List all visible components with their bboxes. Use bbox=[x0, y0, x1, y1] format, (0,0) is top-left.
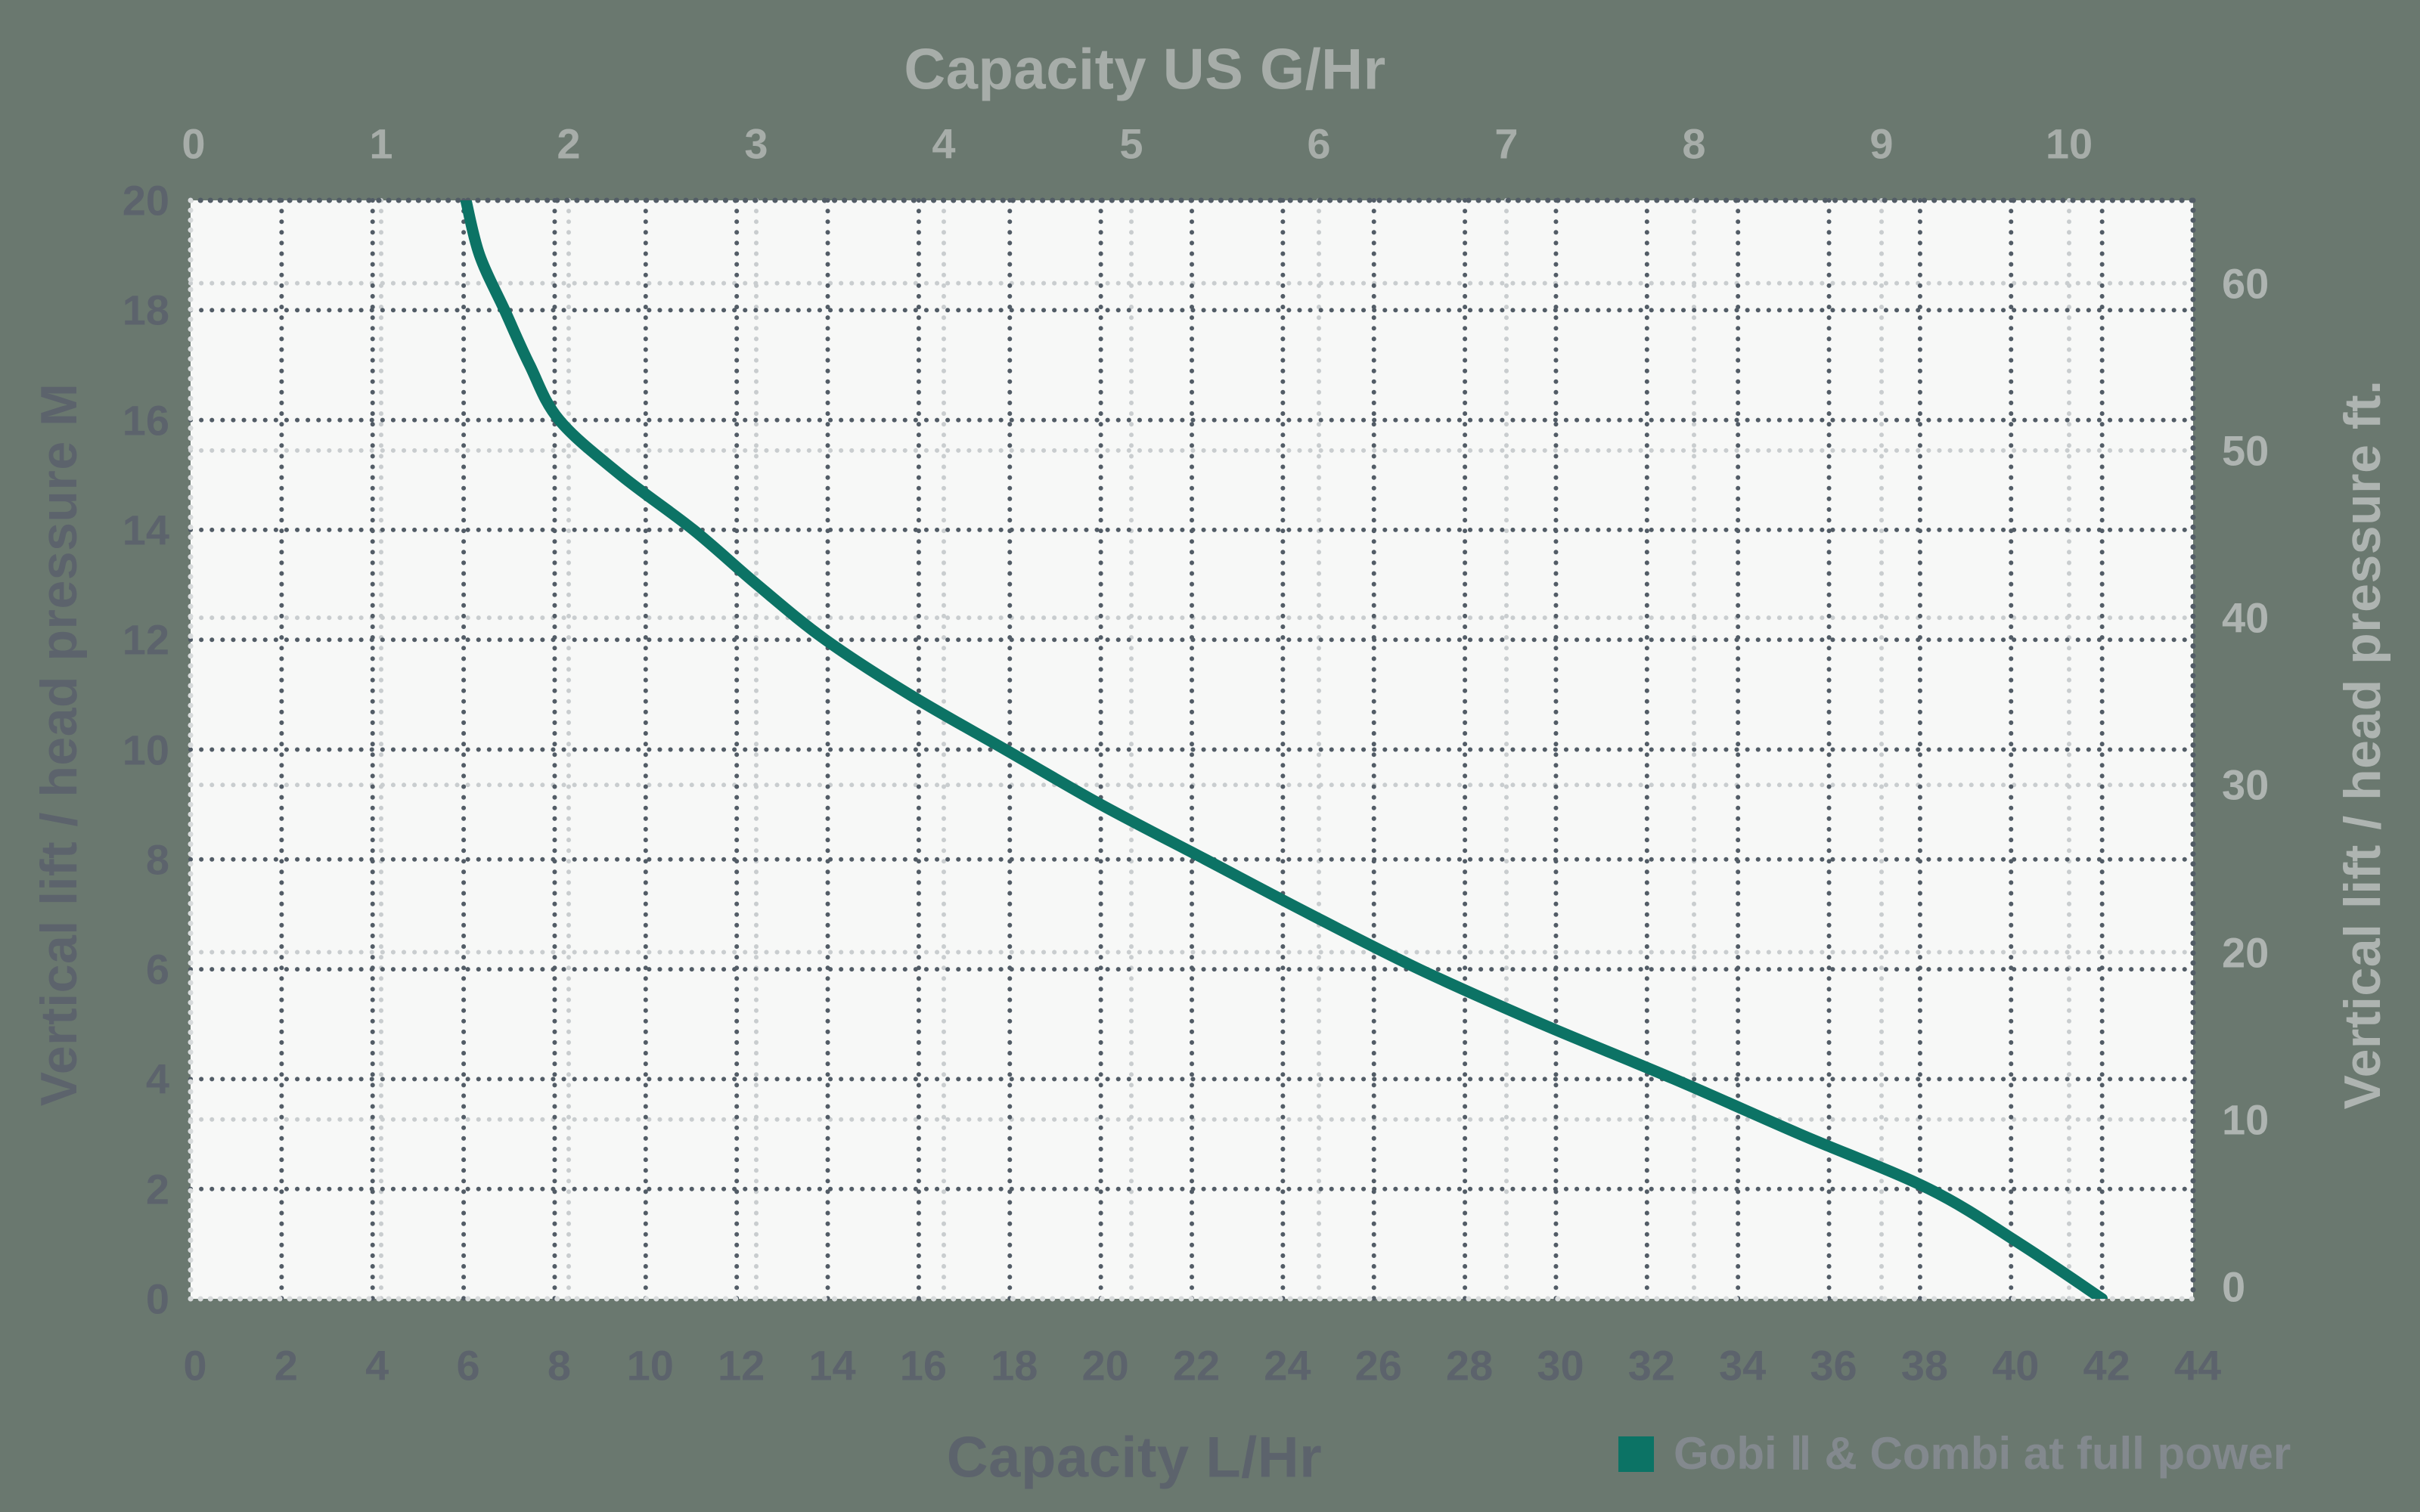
left-axis-tick: 14 bbox=[122, 506, 169, 554]
bottom-axis-tick: 28 bbox=[1445, 1341, 1494, 1390]
left-axis-tick: 12 bbox=[122, 615, 169, 664]
legend: Gobi Ⅱ & Combi at full power bbox=[1618, 1427, 2291, 1480]
bottom-axis-tick: 42 bbox=[2083, 1341, 2130, 1390]
top-axis-tick: 5 bbox=[1119, 119, 1143, 168]
right-axis-tick: 40 bbox=[2222, 593, 2270, 642]
bottom-axis-tick: 8 bbox=[547, 1341, 572, 1390]
legend-swatch bbox=[1618, 1436, 1654, 1472]
bottom-axis-tick: 0 bbox=[183, 1341, 207, 1390]
left-axis-tick: 4 bbox=[145, 1055, 169, 1103]
bottom-axis-tick: 20 bbox=[1081, 1341, 1129, 1390]
top-axis-tick: 10 bbox=[2045, 119, 2093, 168]
top-axis-tick: 7 bbox=[1494, 119, 1519, 168]
top-axis-title: Capacity US G/Hr bbox=[904, 37, 1386, 102]
legend-label: Gobi Ⅱ & Combi at full power bbox=[1674, 1428, 2291, 1479]
left-axis-tick: 20 bbox=[122, 176, 169, 225]
bottom-axis-tick: 36 bbox=[1810, 1341, 1857, 1390]
bottom-axis-tick: 40 bbox=[1992, 1341, 2040, 1390]
bottom-axis-tick: 10 bbox=[626, 1341, 674, 1390]
bottom-axis-tick: 32 bbox=[1627, 1341, 1675, 1390]
bottom-axis-tick: 24 bbox=[1264, 1341, 1311, 1390]
bottom-axis-tick: 4 bbox=[365, 1341, 389, 1390]
bottom-axis-tick: 44 bbox=[2173, 1341, 2222, 1390]
top-axis-tick: 6 bbox=[1307, 119, 1331, 168]
left-axis-tick: 0 bbox=[145, 1275, 169, 1323]
top-axis-tick: 2 bbox=[557, 119, 581, 168]
right-axis-title: Vertical lift / head pressure ft. bbox=[2334, 380, 2391, 1110]
bottom-axis-title: Capacity L/Hr bbox=[946, 1425, 1323, 1490]
right-axis-tick: 20 bbox=[2222, 928, 2270, 977]
left-axis-tick: 2 bbox=[145, 1165, 169, 1213]
bottom-axis-tick: 14 bbox=[808, 1341, 856, 1390]
top-axis-tick: 4 bbox=[932, 119, 956, 168]
top-axis-tick: 3 bbox=[744, 119, 768, 168]
top-axis-tick: 0 bbox=[182, 119, 206, 168]
left-axis-tick: 18 bbox=[122, 286, 169, 334]
right-axis-tick: 50 bbox=[2222, 426, 2270, 475]
left-axis-tick: 6 bbox=[145, 945, 169, 993]
top-axis-tick: 8 bbox=[1682, 119, 1706, 168]
left-axis-tick: 10 bbox=[122, 726, 169, 773]
right-axis-tick: 60 bbox=[2222, 259, 2270, 308]
bottom-axis-tick: 34 bbox=[1719, 1341, 1767, 1390]
bottom-axis-tick: 26 bbox=[1354, 1341, 1402, 1390]
bottom-axis-tick: 16 bbox=[899, 1341, 948, 1390]
bottom-axis-tick: 18 bbox=[991, 1341, 1038, 1390]
right-axis-tick: 30 bbox=[2222, 761, 2270, 809]
right-axis-tick: 0 bbox=[2222, 1263, 2246, 1311]
left-axis-tick: 8 bbox=[145, 835, 169, 884]
bottom-axis-tick: 6 bbox=[456, 1341, 480, 1390]
bottom-axis-tick: 38 bbox=[1900, 1341, 1949, 1390]
left-axis-tick: 16 bbox=[122, 396, 169, 445]
bottom-axis-tick: 30 bbox=[1537, 1341, 1584, 1390]
bottom-axis-tick: 12 bbox=[718, 1341, 765, 1390]
bottom-axis-tick: 2 bbox=[274, 1341, 298, 1390]
performance-curve bbox=[460, 200, 2108, 1299]
top-axis-tick: 9 bbox=[1869, 119, 1894, 168]
right-axis-tick: 10 bbox=[2222, 1095, 2270, 1144]
top-axis-tick: 1 bbox=[369, 119, 393, 168]
left-axis-title: Vertical lift / head pressure M bbox=[30, 383, 88, 1107]
bottom-axis-tick: 22 bbox=[1172, 1341, 1221, 1390]
